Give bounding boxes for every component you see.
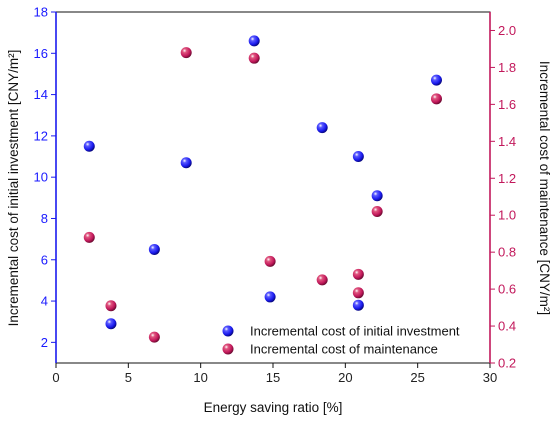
y-right-tick-label: 0.2 xyxy=(498,356,516,371)
y-axis-right-title: Incremental cost of maintenance [CNY/m²] xyxy=(537,61,550,315)
plot-frame xyxy=(55,11,491,364)
y-right-tick-label: 1.8 xyxy=(498,60,516,75)
maintenance-point xyxy=(316,274,328,286)
y-axis-right-ticks: 0.2 0.4 0.6 0.8 1.0 1.2 1.4 1.6 1.8 2.0 xyxy=(490,23,516,371)
y-left-tick-label: 2 xyxy=(41,335,48,350)
initial-investment-point xyxy=(264,291,276,303)
y-axis-left-title: Incremental cost of initial investment [… xyxy=(6,50,21,327)
x-tick-label: 10 xyxy=(193,370,207,385)
y-right-tick-label: 2.0 xyxy=(498,23,516,38)
y-right-tick-label: 1.2 xyxy=(498,171,516,186)
initial-investment-point xyxy=(352,151,364,163)
y-left-tick-label: 6 xyxy=(41,252,48,267)
initial-investment-point xyxy=(371,190,383,202)
legend-label-maintenance: Incremental cost of maintenance xyxy=(250,342,438,357)
x-axis-ticks: 0 5 10 15 20 25 30 xyxy=(52,363,497,385)
initial-investment-point xyxy=(148,243,160,255)
legend-label-initial-investment: Incremental cost of initial investment xyxy=(250,324,460,339)
x-axis-title: Energy saving ratio [%] xyxy=(204,400,343,415)
legend-marker-initial-investment xyxy=(222,325,234,337)
y-left-tick-label: 18 xyxy=(34,5,48,20)
y-right-tick-label: 1.4 xyxy=(498,134,516,149)
legend: Incremental cost of initial investment I… xyxy=(222,324,460,357)
maintenance-point xyxy=(105,300,117,312)
maintenance-point xyxy=(371,206,383,218)
maintenance-point xyxy=(352,287,364,299)
y-left-tick-label: 10 xyxy=(34,170,48,185)
x-tick-label: 0 xyxy=(52,370,59,385)
y-right-tick-label: 1.6 xyxy=(498,97,516,112)
initial-investment-point xyxy=(352,299,364,311)
maintenance-point xyxy=(264,255,276,267)
maintenance-point xyxy=(248,52,260,64)
initial-investment-point xyxy=(430,74,442,86)
y-right-tick-label: 0.6 xyxy=(498,282,516,297)
initial-investment-point xyxy=(180,157,192,169)
y-right-tick-label: 0.4 xyxy=(498,319,516,334)
initial-investment-point xyxy=(316,122,328,134)
y-right-tick-label: 0.8 xyxy=(498,245,516,260)
initial-investment-point xyxy=(105,318,117,330)
y-axis-left-ticks: 2 4 6 8 10 12 14 16 18 xyxy=(34,5,56,350)
x-tick-label: 5 xyxy=(125,370,132,385)
maintenance-point xyxy=(430,93,442,105)
x-tick-label: 25 xyxy=(410,370,424,385)
maintenance-point xyxy=(148,331,160,343)
x-tick-label: 30 xyxy=(483,370,497,385)
y-left-tick-label: 16 xyxy=(34,46,48,61)
data-points xyxy=(83,35,442,343)
y-left-tick-label: 14 xyxy=(34,87,48,102)
y-left-tick-label: 12 xyxy=(34,128,48,143)
maintenance-point xyxy=(83,231,95,243)
y-left-tick-label: 4 xyxy=(41,294,48,309)
legend-marker-maintenance xyxy=(222,343,234,355)
maintenance-point xyxy=(180,47,192,59)
x-tick-label: 15 xyxy=(266,370,280,385)
initial-investment-point xyxy=(83,140,95,152)
maintenance-point xyxy=(352,268,364,280)
y-left-tick-label: 8 xyxy=(41,211,48,226)
x-tick-label: 20 xyxy=(338,370,352,385)
initial-investment-point xyxy=(248,35,260,47)
y-right-tick-label: 1.0 xyxy=(498,208,516,223)
